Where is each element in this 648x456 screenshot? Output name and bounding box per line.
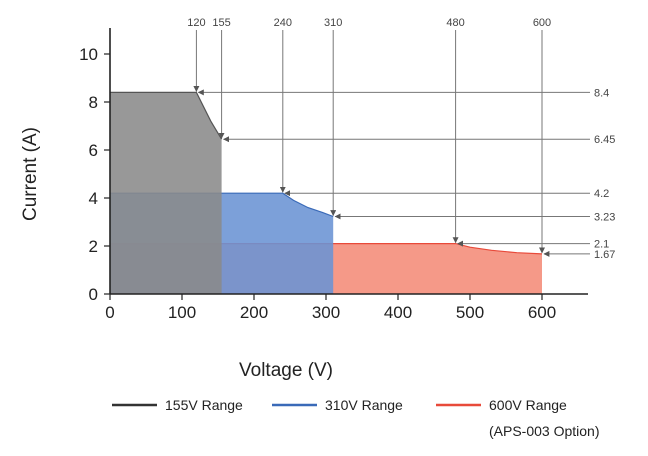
x-annotation-label: 155 xyxy=(212,17,230,29)
legend-label: 155V Range xyxy=(165,397,243,413)
range-regions xyxy=(110,91,543,295)
y-annotation-label: 8.4 xyxy=(594,87,609,99)
x-annotation-label: 310 xyxy=(324,17,342,29)
y-tick-label: 8 xyxy=(89,93,98,112)
region-edge-155v-range xyxy=(110,91,223,140)
y-tick-label: 10 xyxy=(79,45,98,64)
axes xyxy=(109,28,588,295)
y-annotation-label: 3.23 xyxy=(594,211,615,223)
x-tick-label: 0 xyxy=(105,303,114,322)
y-annotation-label: 6.45 xyxy=(594,134,615,146)
y-annotation-label: 4.2 xyxy=(594,188,609,200)
legend-label: 600V Range xyxy=(489,397,567,413)
y-tick-label: 2 xyxy=(89,237,98,256)
x-axis-title: Voltage (V) xyxy=(239,360,333,381)
region-edge-310v-range xyxy=(110,192,334,218)
x-tick-label: 400 xyxy=(384,303,412,322)
x-tick-label: 200 xyxy=(240,303,268,322)
region-edge-600v-range xyxy=(110,243,543,255)
tick-labels: 0 100 200 300 400 500 600 0 2 4 6 8 10 xyxy=(79,45,556,322)
x-annotation-label: 240 xyxy=(274,17,292,29)
region-155v-range xyxy=(110,92,222,295)
legend-label: 310V Range xyxy=(325,397,403,413)
y-tick-label: 6 xyxy=(89,141,98,160)
x-annotation-label: 120 xyxy=(187,17,205,29)
y-annotation-label: 2.1 xyxy=(594,239,609,251)
x-annotation-label: 600 xyxy=(533,17,551,29)
y-tick-label: 0 xyxy=(89,285,98,304)
x-tick-label: 300 xyxy=(312,303,340,322)
y-annotation-label: 1.67 xyxy=(594,249,615,261)
x-tick-label: 500 xyxy=(456,303,484,322)
x-tick-label: 600 xyxy=(528,303,556,322)
annotations: 120 155 240 310 480 600 8.4 6.45 4.2 3.23 2.11.67 xyxy=(187,17,615,261)
x-tick-label: 100 xyxy=(168,303,196,322)
y-tick-label: 4 xyxy=(89,189,98,208)
y-axis-title: Current (A) xyxy=(20,127,41,221)
legend-note: (APS-003 Option) xyxy=(489,423,600,439)
x-annotation-label: 480 xyxy=(446,17,464,29)
legend: 155V Range 310V Range 600V Range (APS-003 O… xyxy=(112,397,600,439)
